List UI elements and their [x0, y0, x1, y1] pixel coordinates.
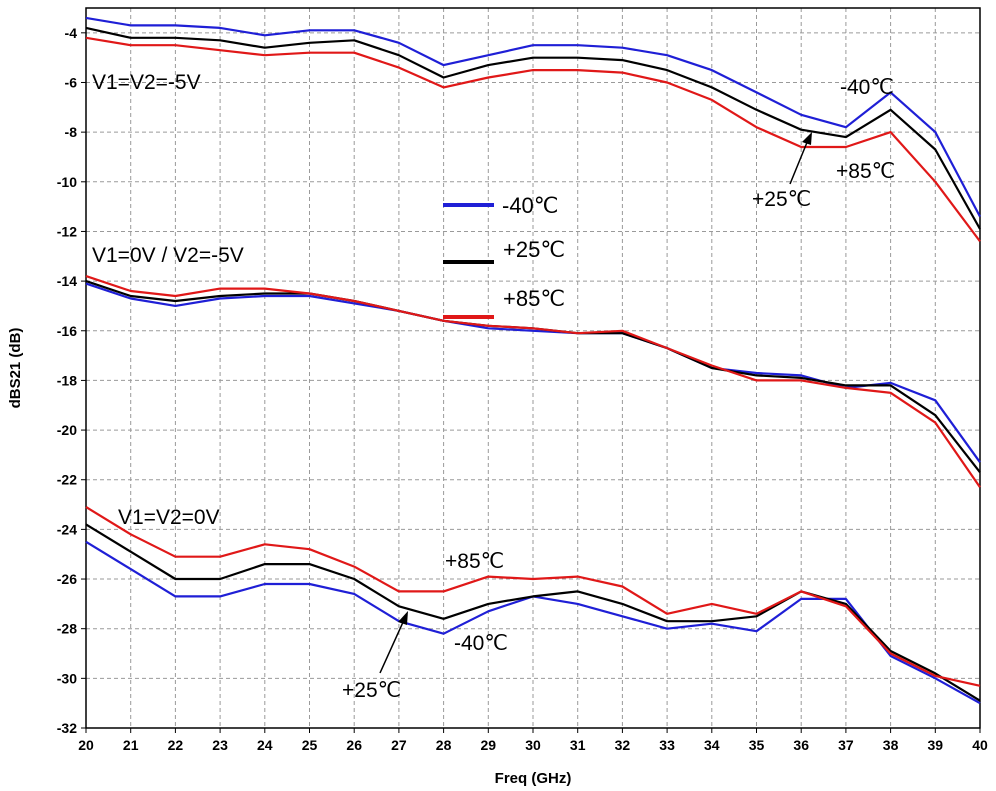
- series-line-group1: [85, 36, 981, 243]
- grid: [86, 8, 980, 729]
- x-tick-label: 30: [525, 737, 541, 753]
- x-tick-label: 38: [883, 737, 899, 753]
- series-line-group2: [85, 275, 981, 488]
- series-line-group1: [85, 26, 981, 230]
- y-tick-label: -30: [57, 670, 77, 686]
- x-tick-label: 31: [570, 737, 586, 753]
- x-tick-label: 29: [481, 737, 497, 753]
- y-tick-label: -12: [57, 223, 77, 239]
- x-tick-label: 40: [972, 737, 988, 753]
- y-tick-label: -8: [65, 124, 78, 140]
- x-tick-label: 34: [704, 737, 720, 753]
- annotation-temp-bottom-plus25: +25℃: [342, 679, 401, 702]
- x-tick-label: 21: [123, 737, 139, 753]
- y-tick-label: -16: [57, 323, 77, 339]
- series-line-group1: [85, 16, 981, 218]
- y-tick-label: -26: [57, 571, 77, 587]
- annotation-arrow-top: [789, 139, 809, 185]
- y-tick-label: -22: [57, 472, 77, 488]
- legend-label-plus25: +25℃: [503, 237, 565, 262]
- y-tick-label: -14: [57, 273, 77, 289]
- y-tick-label: -28: [57, 621, 77, 637]
- annotation-group-label-bottom: V1=V2=0V: [118, 506, 220, 529]
- legend-label-plus85: +85℃: [503, 286, 565, 311]
- x-tick-label: 22: [168, 737, 184, 753]
- annotation-temp-top-minus40: -40℃: [840, 76, 894, 99]
- y-tick-label: -4: [65, 25, 78, 41]
- y-tick-label: -32: [57, 720, 77, 736]
- series-line-group3: [85, 506, 981, 687]
- x-tick-label: 39: [928, 737, 944, 753]
- x-axis-label: Freq (GHz): [495, 770, 572, 787]
- series-line-group3: [85, 523, 981, 702]
- y-tick-label: -18: [57, 372, 77, 388]
- series-group: [85, 16, 981, 705]
- x-tick-label: 36: [793, 737, 809, 753]
- x-tick-label: 20: [78, 737, 94, 753]
- annotations: V1=V2=-5V -40℃ +85℃ +25℃ V1=0V / V2=-5V …: [92, 71, 895, 702]
- x-tick-label: 37: [838, 737, 854, 753]
- annotation-arrowhead-top: [802, 132, 812, 145]
- y-tick-label: -24: [57, 521, 77, 537]
- legend: -40℃ +25℃ +85℃: [443, 193, 565, 319]
- x-tick-label: 26: [346, 737, 362, 753]
- x-tick-label: 27: [391, 737, 407, 753]
- annotation-temp-bottom-plus85: +85℃: [445, 550, 504, 573]
- annotation-group-label-top: V1=V2=-5V: [92, 71, 201, 94]
- x-tick-label: 28: [436, 737, 452, 753]
- y-tick-label: -20: [57, 422, 77, 438]
- annotation-arrowhead-bottom: [398, 611, 408, 625]
- x-tick-label: 35: [749, 737, 765, 753]
- annotation-temp-bottom-minus40: -40℃: [454, 632, 508, 655]
- annotation-arrow-bottom: [379, 619, 405, 674]
- x-axis-ticks: 20 21 22 23 24 25 26 27 28 29 30 31 32 33 34 35 36 37 38 39…: [78, 728, 988, 753]
- y-tick-label: -6: [65, 74, 78, 90]
- x-tick-label: 33: [659, 737, 675, 753]
- y-axis-ticks: -4 -6 -8 -10 -12 -14 -16 -18 -20 -22 -24 -26 -28 -30 -…: [57, 25, 86, 736]
- series-line-group3: [85, 540, 981, 705]
- x-tick-label: 25: [302, 737, 318, 753]
- x-tick-label: 32: [615, 737, 631, 753]
- annotation-temp-top-plus25: +25℃: [752, 188, 811, 211]
- annotation-temp-top-plus85: +85℃: [836, 160, 895, 183]
- legend-label-minus40: -40℃: [502, 193, 559, 218]
- x-tick-label: 24: [257, 737, 273, 753]
- y-tick-label: -10: [57, 174, 77, 190]
- x-tick-label: 23: [212, 737, 228, 753]
- y-axis-label: dBS21 (dB): [7, 328, 24, 409]
- annotation-group-label-middle: V1=0V / V2=-5V: [92, 244, 244, 267]
